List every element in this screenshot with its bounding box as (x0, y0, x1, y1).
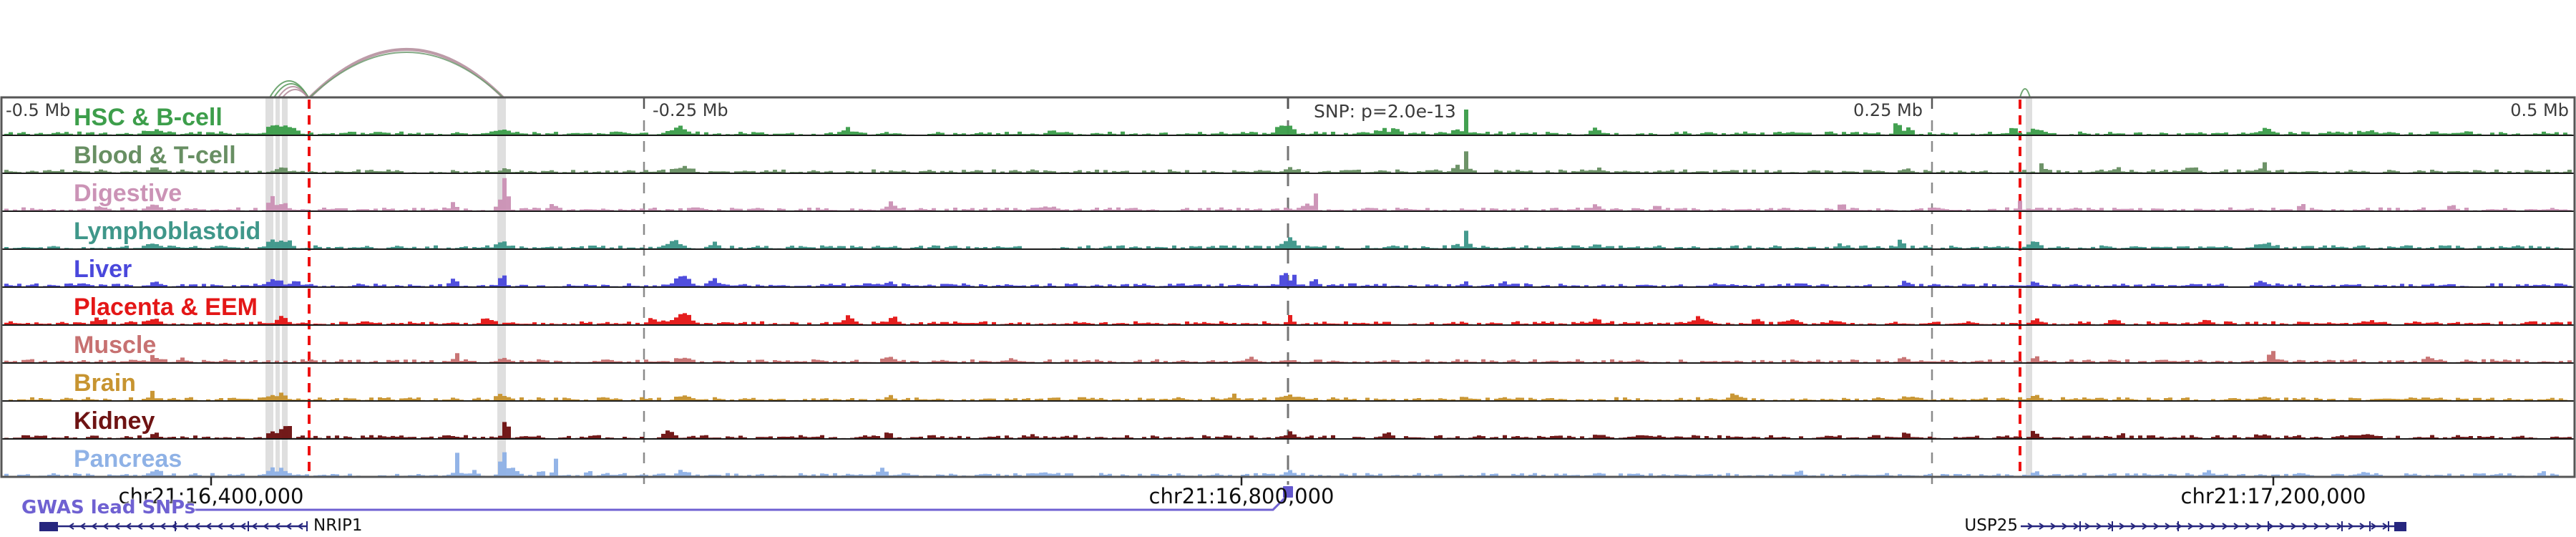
strand-arrow-icon (2279, 523, 2285, 530)
strand-arrow-icon (2165, 523, 2171, 530)
track-label-kidney: Kidney (74, 407, 155, 435)
strand-arrow-icon (2153, 523, 2160, 530)
strand-arrow-icon (148, 523, 155, 530)
axis-tick-label-16400000: chr21:16,400,000 (118, 484, 304, 508)
track-label-placenta-eem: Placenta & EEM (74, 294, 258, 321)
signal-area-lymphoblastoid (4, 231, 2572, 249)
signal-area-pancreas (4, 452, 2572, 477)
strand-arrow-icon (2371, 523, 2377, 530)
track-label-hsc-b-cell: HSC & B-cell (74, 104, 223, 131)
gwas-lead-snp-marker (1283, 486, 1293, 498)
gwas-connector-line (190, 497, 1286, 511)
strand-arrow-icon (2233, 523, 2240, 530)
strand-arrow-icon (182, 523, 189, 530)
signal-area-liver (4, 273, 2572, 287)
axis-tick-label-16800000: chr21:16,800,000 (1148, 484, 1335, 508)
gene-label-usp25: USP25 (1964, 516, 2018, 535)
interaction-arc (2019, 88, 2031, 98)
strand-arrow-icon (79, 523, 86, 530)
strand-arrow-icon (274, 523, 280, 530)
strand-arrow-icon (2119, 523, 2125, 530)
interaction-arc (308, 48, 504, 99)
strand-arrow-icon (68, 523, 74, 530)
strand-arrow-icon (2073, 523, 2079, 530)
signal-area-kidney (4, 422, 2572, 439)
strand-arrow-icon (2199, 523, 2205, 530)
strand-arrow-icon (2256, 523, 2263, 530)
snp-pvalue-label: SNP: p=2.0e-13 (1314, 101, 1456, 122)
strand-arrow-icon (2130, 523, 2137, 530)
interaction-arc (309, 52, 504, 98)
strand-arrow-icon (2027, 523, 2034, 530)
strand-arrow-icon (217, 523, 223, 530)
strand-arrow-icon (297, 523, 303, 530)
strand-arrow-icon (2302, 523, 2308, 530)
strand-arrow-icon (2325, 523, 2331, 530)
strand-arrow-icon (2142, 523, 2148, 530)
signal-area-brain (4, 390, 2572, 401)
strand-arrow-icon (137, 523, 143, 530)
strand-arrow-icon (2268, 523, 2274, 530)
scale-label-minus-0-25: -0.25 Mb (653, 100, 728, 120)
signal-area-muscle (4, 351, 2572, 363)
strand-arrow-icon (2062, 523, 2068, 530)
strand-arrow-icon (205, 523, 212, 530)
scale-label-plus-0-25: 0.25 Mb (1853, 100, 1923, 120)
strand-arrow-icon (286, 523, 292, 530)
axis-tick-label-17200000: chr21:17,200,000 (2180, 484, 2366, 508)
strand-arrow-icon (263, 523, 269, 530)
scale-label-minus-0-5: -0.5 Mb (6, 100, 71, 120)
strand-arrow-icon (102, 523, 109, 530)
plot-border (0, 96, 2576, 478)
signal-area-hsc-b-cell (4, 110, 2572, 135)
strand-arrow-icon (2084, 523, 2091, 530)
gene-exon-box (2394, 522, 2406, 531)
track-label-liver: Liver (74, 256, 132, 283)
strand-arrow-icon (2359, 523, 2366, 530)
strand-arrow-icon (91, 523, 97, 530)
strand-arrow-icon (228, 523, 235, 530)
interaction-arc (282, 89, 308, 98)
track-label-brain: Brain (74, 369, 136, 397)
strand-arrow-icon (2313, 523, 2320, 530)
strand-arrow-icon (240, 523, 246, 530)
track-label-muscle: Muscle (74, 332, 156, 359)
strand-arrow-icon (194, 523, 200, 530)
strand-arrow-icon (2382, 523, 2389, 530)
strand-arrow-icon (160, 523, 166, 530)
track-label-lymphoblastoid: Lymphoblastoid (74, 218, 260, 245)
track-label-blood-t-cell: Blood & T-cell (74, 142, 236, 169)
strand-arrow-icon (2290, 523, 2297, 530)
strand-arrow-icon (125, 523, 132, 530)
track-label-pancreas: Pancreas (74, 445, 182, 473)
scale-label-plus-0-5: 0.5 Mb (2510, 100, 2569, 120)
strand-arrow-icon (2245, 523, 2251, 530)
gwas-lead-snps-label: GWAS lead SNPs (21, 497, 196, 518)
signal-area-placenta-eem (4, 313, 2572, 325)
strand-arrow-icon (2050, 523, 2057, 530)
strand-arrow-icon (2348, 523, 2354, 530)
gene-label-nrip1: NRIP1 (313, 516, 363, 535)
strand-arrow-icon (2187, 523, 2194, 530)
interaction-arc (273, 83, 309, 98)
signal-area-blood-t-cell (4, 151, 2572, 173)
strand-arrow-icon (251, 523, 258, 530)
strand-arrow-icon (114, 523, 120, 530)
track-label-digestive: Digestive (74, 180, 182, 207)
strand-arrow-icon (2222, 523, 2228, 530)
strand-arrow-icon (2039, 523, 2045, 530)
strand-arrow-icon (2210, 523, 2217, 530)
gene-exon-box (39, 522, 58, 531)
strand-arrow-icon (2096, 523, 2102, 530)
